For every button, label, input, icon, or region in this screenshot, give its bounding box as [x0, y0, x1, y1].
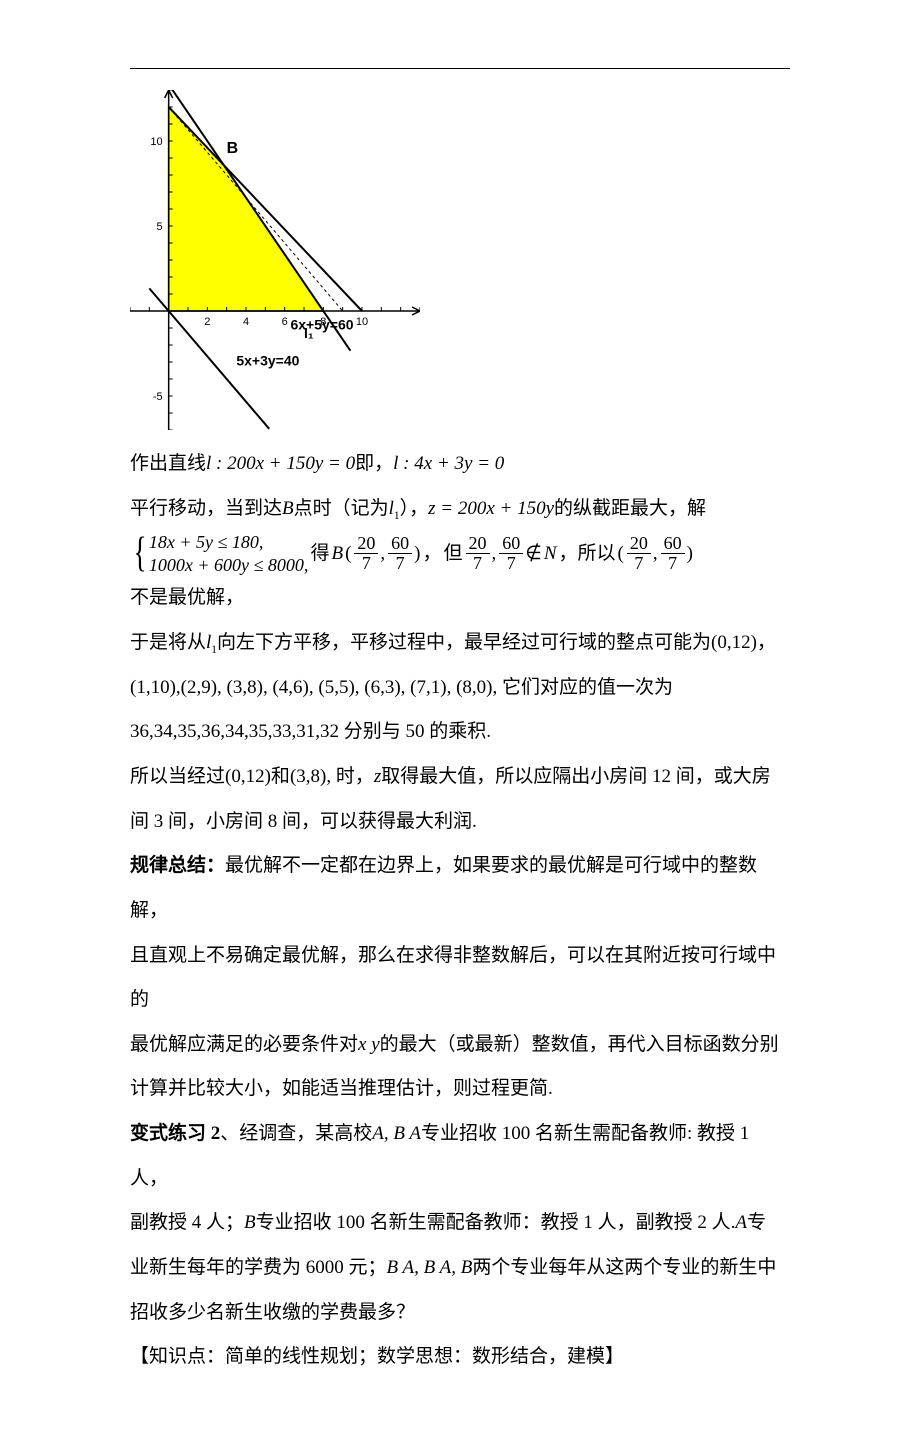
den: 7 — [499, 554, 523, 573]
formula: N — [544, 532, 557, 577]
header-rule — [130, 68, 790, 69]
line-10: 且直观上不易确定最优解，那么在求得非整数解后，可以在其附近按可行域中的 — [130, 934, 790, 1023]
text: 最优解不一定都在边界上，如果要求的最优解是可行域中的整数解， — [130, 855, 757, 921]
comma: , — [653, 532, 658, 577]
heading: 规律总结： — [130, 855, 225, 876]
line-3: { 18x + 5y ≤ 180, 1000x + 600y ≤ 8000, 得… — [130, 531, 790, 621]
line-12: 计算并比较大小，如能适当推理估计，则过程更简. — [130, 1067, 790, 1112]
num: 60 — [499, 534, 523, 554]
paren: ) — [414, 532, 420, 577]
line-6: 36,34,35,36,34,35,33,31,32 分别与 50 的乘积. — [130, 710, 790, 755]
formula: B — [244, 1212, 256, 1233]
formula: A, B A — [372, 1123, 421, 1144]
line-14: 副教授 4 人；B专业招收 100 名新生需配备教师：教授 1 人，副教授 2 … — [130, 1201, 790, 1246]
line-15: 业新生每年的学费为 6000 元；B A, B A, B两个专业每年从这两个专业… — [130, 1246, 790, 1291]
text: 所以当经过 — [130, 766, 225, 787]
text: 点时（记为 — [294, 498, 389, 519]
text: ， — [757, 632, 776, 653]
svg-text:10: 10 — [150, 136, 162, 148]
formula: l : 4x + 3y = 0 — [393, 453, 504, 474]
text: 最优解应满足的必要条件对 — [130, 1034, 358, 1055]
formula: x y — [358, 1034, 380, 1055]
line-11: 最优解应满足的必要条件对x y的最大（或最新）整数值，再代入目标函数分别 — [130, 1023, 790, 1068]
num: 20 — [627, 534, 651, 554]
text: 得 — [310, 532, 329, 577]
document-page: 246810-5510B6x+5y=605x+3y=40l₁ 作出直线l : 2… — [0, 0, 920, 1430]
text: 副教授 4 人； — [130, 1212, 244, 1233]
text: 取得最大值，所以应隔出小房间 12 间，或大房 — [381, 766, 771, 787]
line-1: 作出直线l : 200x + 150y = 0即，l : 4x + 3y = 0 — [130, 442, 790, 487]
formula: l : 200x + 150y = 0 — [206, 453, 355, 474]
line-8: 间 3 间，小房间 8 间，可以获得最大利润. — [130, 800, 790, 845]
paren: ( — [618, 532, 624, 577]
feasible-region-chart: 246810-5510B6x+5y=605x+3y=40l₁ — [130, 90, 790, 430]
body-text: 作出直线l : 200x + 150y = 0即，l : 4x + 3y = 0… — [130, 442, 790, 1380]
line-2: 平行移动，当到达B点时（记为l1），z = 200x + 150y的纵截距最大，… — [130, 487, 790, 532]
text: 和 — [271, 766, 290, 787]
text: 但 — [443, 532, 462, 577]
den: 7 — [661, 554, 685, 573]
num: 60 — [661, 534, 685, 554]
comma: , — [492, 532, 497, 577]
num: 60 — [388, 534, 412, 554]
text: 业新生每年的学费为 6000 元； — [130, 1257, 387, 1278]
svg-text:4: 4 — [243, 316, 249, 328]
svg-text:5x+3y=40: 5x+3y=40 — [236, 352, 299, 368]
text: 即， — [355, 453, 393, 474]
chart-svg: 246810-5510B6x+5y=605x+3y=40l₁ — [130, 90, 420, 430]
text: 作出直线 — [130, 453, 206, 474]
svg-text:6: 6 — [282, 316, 288, 328]
formula: B — [331, 532, 343, 577]
formula: (0,12) — [711, 632, 757, 653]
formula: A — [735, 1212, 747, 1233]
text: 两个专业每年从这两个专业的新生中 — [472, 1257, 776, 1278]
paren: ) — [687, 532, 693, 577]
text: ，所以 — [559, 532, 616, 577]
svg-text:2: 2 — [204, 316, 210, 328]
paren: ( — [345, 532, 351, 577]
line-7: 所以当经过(0,12)和(3,8), 时，z取得最大值，所以应隔出小房间 12 … — [130, 755, 790, 800]
line-16: 招收多少名新生收缴的学费最多？ — [130, 1291, 790, 1336]
heading: 变式练习 2 — [130, 1123, 220, 1144]
formula: (0,12) — [225, 766, 271, 787]
den: 7 — [388, 554, 412, 573]
sys-row-2: 1000x + 600y ≤ 8000, — [149, 554, 309, 577]
svg-text:-5: -5 — [153, 391, 163, 403]
num: 20 — [354, 534, 378, 554]
line-9: 规律总结：最优解不一定都在边界上，如果要求的最优解是可行域中的整数解， — [130, 844, 790, 933]
text: , 时， — [326, 766, 374, 787]
line-4: 于是将从l1向左下方平移，平移过程中，最早经过可行域的整点可能为(0,12)， — [130, 621, 790, 666]
formula: B A, B A, B — [387, 1257, 473, 1278]
line-5: (1,10),(2,9), (3,8), (4,6), (5,5), (6,3)… — [130, 666, 790, 711]
text: 、经调查，某高校 — [220, 1123, 372, 1144]
num: 20 — [466, 534, 490, 554]
text: ）， — [400, 498, 429, 519]
formula: B — [282, 498, 294, 519]
den: 7 — [354, 554, 378, 573]
svg-text:10: 10 — [356, 316, 368, 328]
sys-row-1: 18x + 5y ≤ 180, — [149, 531, 309, 554]
svg-text:6x+5y=60: 6x+5y=60 — [290, 317, 353, 333]
den: 7 — [627, 554, 651, 573]
text: 专 — [747, 1212, 766, 1233]
comma: , — [380, 532, 385, 577]
notin: ∉ — [525, 532, 542, 577]
text: 向左下方平移，平移过程中，最早经过可行域的整点可能为 — [217, 632, 711, 653]
text: 不是最优解， — [130, 576, 244, 621]
formula: (3,8) — [290, 766, 326, 787]
text: 专业招收 100 名新生需配备教师：教授 1 人，副教授 2 人. — [256, 1212, 736, 1233]
line-17: 【知识点：简单的线性规划；数学思想：数形结合，建模】 — [130, 1335, 790, 1380]
svg-text:l₁: l₁ — [304, 325, 314, 341]
inequality-system: { 18x + 5y ≤ 180, 1000x + 600y ≤ 8000, — [130, 531, 308, 576]
line-13: 变式练习 2、经调查，某高校A, B A专业招收 100 名新生需配备教师: 教… — [130, 1112, 790, 1201]
text: 平行移动，当到达 — [130, 498, 282, 519]
text: 的最大（或最新）整数值，再代入目标函数分别 — [380, 1034, 779, 1055]
text: 的纵截距最大，解 — [554, 498, 706, 519]
formula: z = 200x + 150y — [428, 498, 554, 519]
den: 7 — [466, 554, 490, 573]
svg-text:B: B — [227, 140, 239, 157]
text: 于是将从 — [130, 632, 206, 653]
svg-text:5: 5 — [157, 221, 163, 233]
